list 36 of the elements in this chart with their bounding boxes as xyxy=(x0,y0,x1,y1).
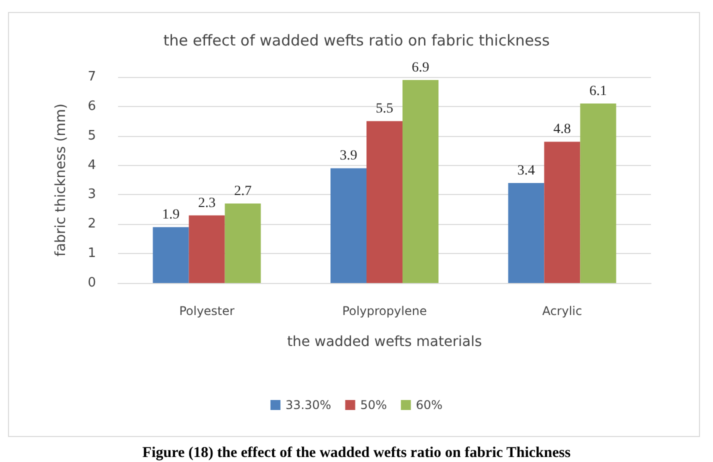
y-tick-label: 3 xyxy=(88,187,96,202)
y-tick-label: 2 xyxy=(88,216,96,232)
chart-title: the effect of wadded wefts ratio on fabric thickness xyxy=(163,32,550,50)
data-label: 4.8 xyxy=(553,122,571,138)
data-label: 2.7 xyxy=(234,184,252,200)
y-tick-label: 1 xyxy=(88,246,96,262)
data-label: 3.9 xyxy=(340,148,358,164)
text: Figure (18) the effect of the wadded wefts ratio on fabric Thickness xyxy=(141,445,572,462)
y-tick-label: 6 xyxy=(88,98,96,114)
data-label: 2.3 xyxy=(198,196,216,211)
data-label: 6.1 xyxy=(589,84,607,99)
bar xyxy=(366,121,402,283)
bar xyxy=(544,142,580,283)
x-axis-title: the wadded wefts materials xyxy=(287,334,482,350)
bar xyxy=(224,204,261,283)
data-label: 3.4 xyxy=(517,163,535,178)
bar xyxy=(580,103,616,283)
bar xyxy=(402,80,438,283)
bar xyxy=(330,168,366,283)
x-tick-label: Polypropylene xyxy=(342,304,427,318)
data-label: 5.5 xyxy=(376,102,394,117)
data-label: 1.9 xyxy=(162,208,180,223)
y-tick-label: 5 xyxy=(88,128,96,144)
bar xyxy=(188,215,225,283)
x-tick-label: Acrylic xyxy=(542,304,582,318)
y-axis-title: fabric thickness (mm) xyxy=(53,104,69,256)
legend-label: 50% xyxy=(360,398,387,412)
legend-label: 60% xyxy=(416,398,443,412)
y-tick-label: 0 xyxy=(88,276,96,290)
legend-label: 33.30% xyxy=(285,398,332,412)
y-tick-label: 4 xyxy=(88,158,96,173)
bar xyxy=(152,227,189,283)
x-tick-label: Polyester xyxy=(179,304,235,318)
y-tick-label: 7 xyxy=(88,70,96,84)
data-label: 6.9 xyxy=(412,60,430,76)
bar xyxy=(508,182,544,283)
